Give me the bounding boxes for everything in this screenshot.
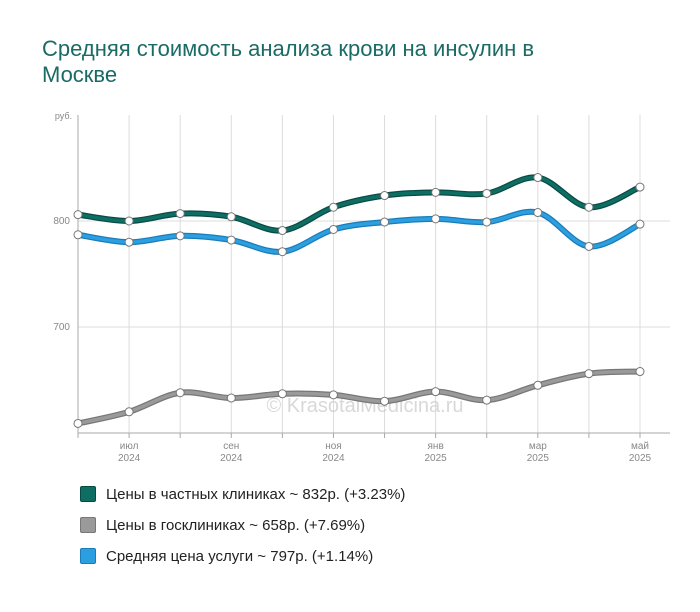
- point: [328, 390, 338, 400]
- point: [277, 389, 287, 399]
- point: [431, 187, 441, 197]
- point: [73, 418, 83, 428]
- x-tick-year: 2025: [629, 453, 652, 464]
- point: [482, 188, 492, 198]
- x-tick-label: сен: [223, 441, 239, 452]
- y-tick-label: 800: [53, 216, 70, 227]
- point: [277, 226, 287, 236]
- legend-swatch: [80, 548, 96, 564]
- point: [380, 217, 390, 227]
- point: [635, 182, 645, 192]
- point: [533, 380, 543, 390]
- point: [635, 367, 645, 377]
- point: [124, 216, 134, 226]
- x-tick-label: янв: [428, 441, 444, 452]
- point: [328, 224, 338, 234]
- legend-swatch: [80, 517, 96, 533]
- point: [328, 202, 338, 212]
- point: [380, 396, 390, 406]
- point: [175, 231, 185, 241]
- point: [431, 214, 441, 224]
- point: [380, 191, 390, 201]
- point: [226, 212, 236, 222]
- x-tick-year: 2024: [322, 453, 345, 464]
- watermark: © KrasotaiMedicina.ru: [266, 395, 463, 417]
- x-tick-label: май: [631, 441, 649, 452]
- point: [584, 369, 594, 379]
- legend-swatch: [80, 486, 96, 502]
- x-tick-year: 2025: [527, 453, 550, 464]
- legend-item: Цены в госклиниках ~ 658р. (+7.69%): [80, 515, 405, 535]
- x-tick-year: 2025: [425, 453, 448, 464]
- x-tick-year: 2024: [118, 453, 141, 464]
- point: [533, 208, 543, 218]
- x-tick-label: июл: [120, 441, 139, 452]
- x-tick-year: 2024: [220, 453, 243, 464]
- point: [226, 393, 236, 403]
- point: [635, 219, 645, 229]
- point: [584, 202, 594, 212]
- x-tick-label: ноя: [325, 441, 342, 452]
- point: [124, 407, 134, 417]
- y-tick-label: 700: [53, 322, 70, 333]
- point: [73, 230, 83, 240]
- point: [482, 217, 492, 227]
- legend-item: Средняя цена услуги ~ 797р. (+1.14%): [80, 546, 405, 566]
- point: [533, 173, 543, 183]
- point: [175, 209, 185, 219]
- point: [175, 388, 185, 398]
- point: [431, 387, 441, 397]
- point: [277, 247, 287, 257]
- chart: 700800руб.июл2024сен2024ноя2024янв2025ма…: [53, 111, 670, 464]
- legend-label: Средняя цена услуги ~ 797р. (+1.14%): [106, 547, 374, 565]
- legend-label: Цены в частных клиниках ~ 832р. (+3.23%): [106, 485, 406, 503]
- legend-item: Цены в частных клиниках ~ 832р. (+3.23%): [80, 484, 405, 504]
- y-axis-label: руб.: [55, 111, 72, 121]
- x-tick-label: мар: [529, 441, 547, 452]
- legend-label: Цены в госклиниках ~ 658р. (+7.69%): [106, 516, 366, 534]
- point: [73, 210, 83, 220]
- point: [226, 235, 236, 245]
- point: [584, 241, 594, 251]
- chart-title: Средняя стоимость анализа крови на инсул…: [42, 36, 535, 87]
- legend: Цены в частных клиниках ~ 832р. (+3.23%)…: [80, 484, 405, 577]
- point: [482, 395, 492, 405]
- point: [124, 237, 134, 247]
